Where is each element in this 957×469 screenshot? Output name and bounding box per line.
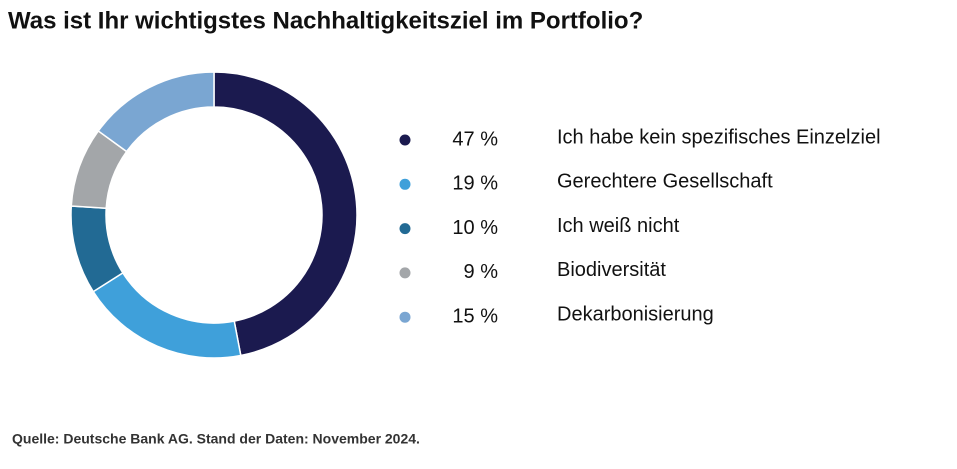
- legend-label: Ich weiß nicht: [557, 215, 680, 237]
- legend-label: Dekarbonisierung: [557, 303, 714, 325]
- donut-slice: [97, 71, 215, 153]
- legend-marker: [399, 178, 411, 190]
- legend-value: 9 %: [464, 261, 499, 283]
- legend-value: 19 %: [452, 173, 498, 195]
- legend-label: Ich habe kein spezifisches Einzelziel: [557, 126, 881, 148]
- donut-slice: [213, 71, 358, 357]
- legend-marker: [399, 223, 411, 235]
- legend-marker: [399, 311, 411, 323]
- legend-label: Gerechtere Gesellschaft: [557, 171, 773, 193]
- legend-value: 15 %: [452, 305, 498, 327]
- legend-value: 47 %: [452, 128, 498, 150]
- legend-marker: [399, 267, 411, 279]
- legend-marker: [399, 134, 411, 146]
- donut-slice: [92, 271, 242, 359]
- legend-value: 10 %: [452, 217, 498, 239]
- chart-title: Was ist Ihr wichtigstes Nachhaltigkeitsz…: [8, 7, 643, 34]
- source-note: Quelle: Deutsche Bank AG. Stand der Date…: [12, 431, 420, 447]
- legend-label: Biodiversität: [557, 259, 666, 281]
